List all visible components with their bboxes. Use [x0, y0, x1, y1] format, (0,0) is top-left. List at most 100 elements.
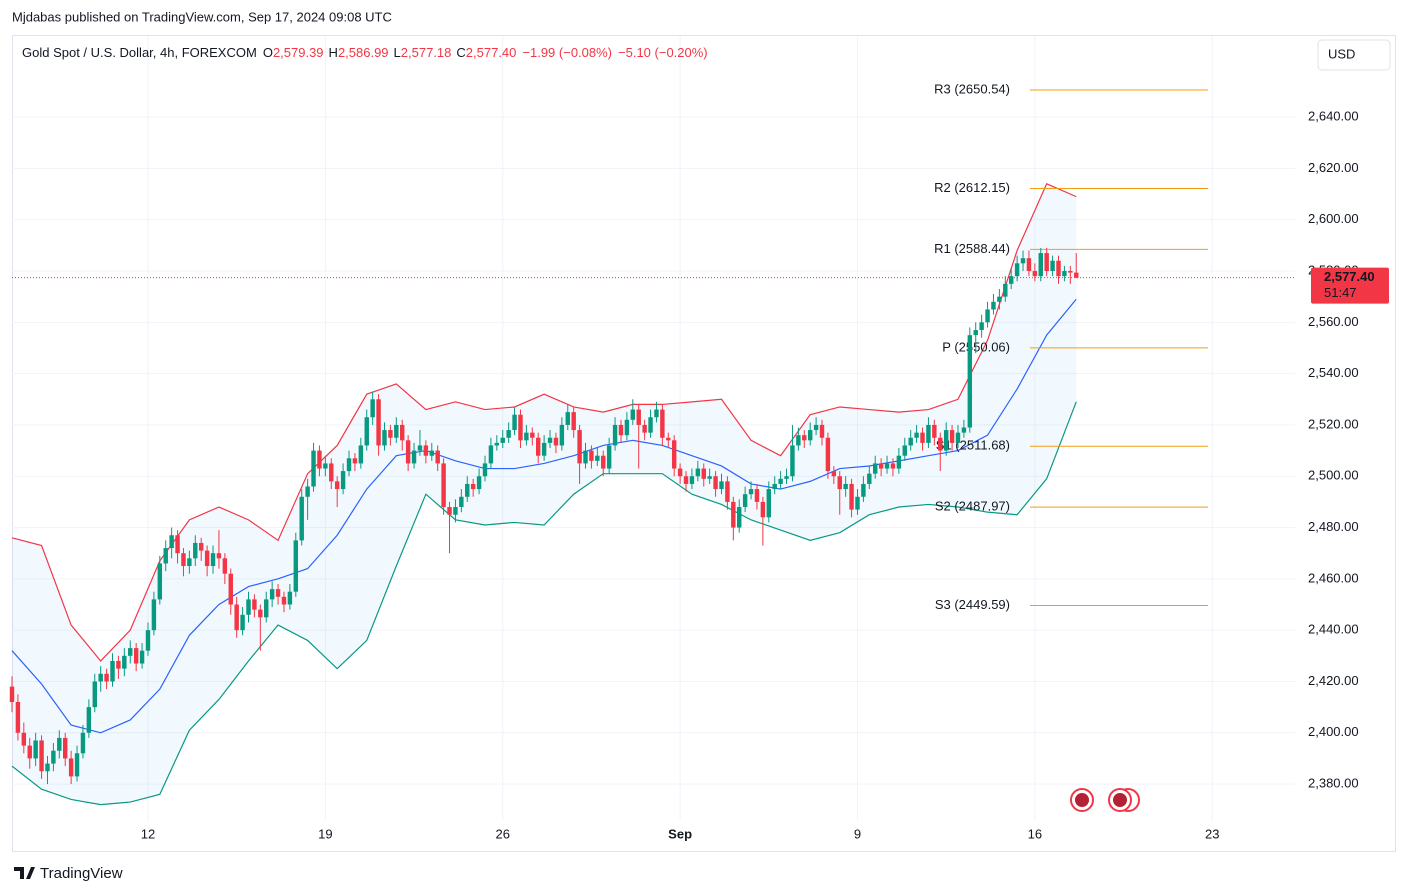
candle-body: [949, 430, 955, 443]
candle-body: [110, 660, 115, 682]
y-tick-label: 2,400.00: [1308, 724, 1359, 739]
candle-body: [45, 763, 50, 772]
y-tick-label: 2,600.00: [1308, 211, 1359, 226]
price-tag: [1311, 267, 1389, 304]
candle-body: [299, 496, 304, 541]
candle-body: [766, 489, 772, 518]
currency-button[interactable]: [1317, 39, 1391, 71]
candle-body: [920, 432, 925, 443]
candle-body: [926, 424, 931, 443]
candle-body: [234, 604, 239, 631]
candle-body: [689, 476, 695, 484]
candle-body: [204, 550, 210, 567]
candle-body: [39, 740, 44, 772]
candle-body: [198, 542, 204, 551]
candle-body: [470, 483, 476, 490]
candle-body: [530, 432, 535, 438]
candle-body: [305, 486, 310, 497]
candle-body: [157, 563, 163, 600]
candle-body: [1068, 271, 1073, 273]
candle-body: [51, 750, 56, 764]
y-tick-label: 2,500.00: [1308, 468, 1359, 483]
candle-body: [654, 409, 659, 418]
candle-body: [1044, 253, 1049, 272]
candle-body: [317, 450, 322, 469]
candle-body: [991, 301, 996, 310]
candle-body: [27, 745, 32, 759]
candle-body: [973, 330, 978, 336]
change: −1.99 (−0.08%): [522, 45, 612, 60]
y-tick-label: 2,520.00: [1308, 416, 1359, 431]
candle-body: [488, 445, 494, 464]
y-tick-label: 2,420.00: [1308, 673, 1359, 688]
candle-body: [1074, 272, 1079, 278]
price-tag-label: 2,577.40: [1324, 269, 1375, 284]
axes: 2,380.00 2,400.00 2,420.00 2,440.00 2,460.00…: [141, 109, 1389, 841]
candle-body: [1026, 258, 1032, 272]
candle-body: [725, 481, 730, 502]
candle-body: [512, 414, 517, 431]
candle-body: [802, 435, 807, 441]
candle-body: [465, 483, 470, 497]
ohlc-key: L: [394, 45, 401, 60]
candle-body: [872, 463, 878, 474]
candle-body: [695, 468, 701, 477]
pivot-label: R3 (2650.54): [934, 81, 1010, 96]
candle-body: [1014, 263, 1020, 277]
candle-body: [541, 442, 547, 456]
candle-body: [447, 507, 452, 515]
candle-body: [181, 553, 186, 567]
candle-body: [601, 455, 606, 469]
candle-body: [506, 430, 511, 438]
candle-body: [748, 489, 754, 495]
candle-body: [547, 437, 553, 443]
band-fill: [12, 183, 1077, 805]
flag: [1113, 793, 1127, 807]
candle-body: [648, 417, 653, 433]
candle-body: [683, 476, 689, 484]
candle-body: [423, 445, 429, 456]
x-tick-label: 23: [1205, 826, 1219, 841]
candle-body: [790, 445, 795, 477]
candle-body: [163, 548, 168, 564]
ohlc-value: 2,579.39: [273, 45, 324, 60]
y-tick-label: 2,560.00: [1308, 314, 1359, 329]
candle-body: [979, 322, 984, 331]
candle-body: [914, 432, 919, 438]
candle-body: [1050, 260, 1055, 272]
x-tick-label: 19: [318, 826, 332, 841]
candle-body: [311, 450, 316, 487]
candle-body: [334, 481, 340, 490]
candle-body: [329, 463, 334, 482]
candle-body: [1003, 283, 1008, 297]
candle-body: [68, 758, 74, 777]
candle-body: [778, 478, 783, 484]
candle-body: [583, 450, 588, 464]
candle-body: [98, 673, 103, 682]
candle-body: [671, 440, 677, 469]
candle-body: [441, 463, 446, 508]
candle-body: [394, 424, 399, 438]
candle-body: [967, 335, 973, 428]
candle-body: [932, 424, 937, 438]
candle-body: [1032, 271, 1038, 277]
candle-body: [453, 507, 458, 515]
ohlc-value: 2,577.18: [401, 45, 452, 60]
candle-body: [411, 450, 417, 464]
ohlc-key: O: [263, 45, 273, 60]
candle-body: [807, 430, 813, 441]
y-tick-label: 2,380.00: [1308, 776, 1359, 791]
candle-body: [139, 650, 145, 664]
candle-body: [500, 437, 505, 443]
countdown: 51:47: [1324, 285, 1357, 300]
candle-body: [482, 463, 488, 477]
flag: [1075, 793, 1089, 807]
candle-body: [269, 589, 275, 600]
candle-body: [133, 648, 139, 664]
candle-body: [731, 501, 736, 528]
candle-body: [287, 591, 293, 605]
candle-body: [459, 496, 464, 508]
candle-body: [417, 445, 423, 451]
candle-body: [358, 445, 364, 464]
